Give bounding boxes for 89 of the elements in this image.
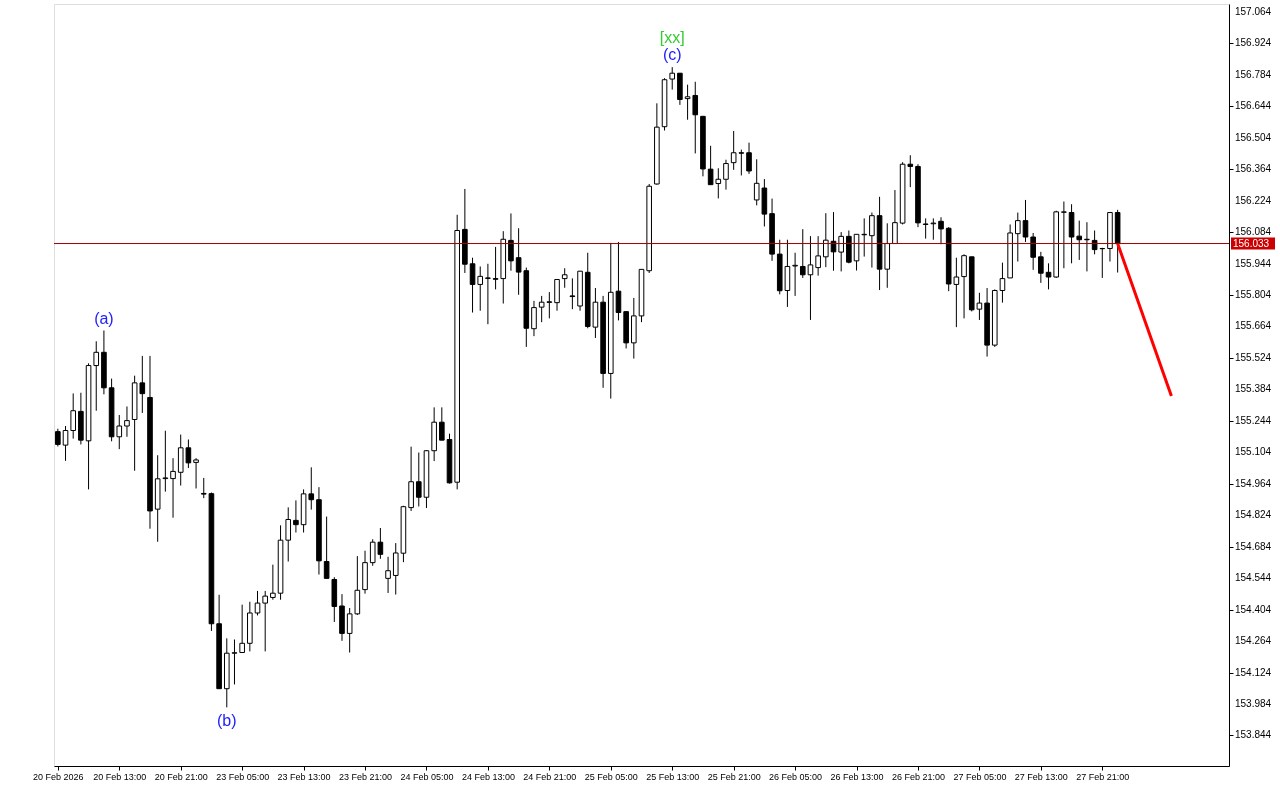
- candlestick: [469, 257, 476, 314]
- candlestick: [1061, 201, 1067, 269]
- candlestick: [838, 231, 844, 272]
- y-tick-label: 155.384: [1235, 383, 1272, 395]
- y-tick-label: 155.244: [1235, 414, 1272, 426]
- y-tick-label: 156.364: [1235, 163, 1272, 175]
- candlestick: [531, 300, 537, 337]
- candlestick: [485, 263, 491, 325]
- candlestick: [892, 189, 898, 245]
- candlestick: [439, 406, 445, 441]
- candlestick: [415, 452, 422, 507]
- x-tick-label: 20 Feb 13:00: [93, 771, 147, 782]
- y-tick-label: 154.404: [1235, 603, 1272, 615]
- x-tick-label: 27 Feb 05:00: [953, 771, 1007, 782]
- candlestick: [293, 499, 299, 534]
- candlestick: [1045, 262, 1052, 290]
- x-tick-label: 24 Feb 21:00: [523, 771, 577, 782]
- candlestick: [569, 277, 576, 310]
- x-tick-label: 26 Feb 05:00: [769, 771, 823, 782]
- candlestick: [792, 252, 798, 297]
- x-tick-label: 20 Feb 21:00: [154, 771, 208, 782]
- x-tick-label: 23 Feb 21:00: [339, 771, 393, 782]
- candlestick: [477, 265, 484, 312]
- candlestick: [823, 212, 829, 268]
- candlestick: [231, 638, 238, 685]
- candlestick: [746, 142, 752, 175]
- x-tick-label: 23 Feb 05:00: [216, 771, 270, 782]
- candlestick: [561, 267, 568, 289]
- candlestick: [869, 212, 875, 269]
- annotation: (a): [94, 309, 114, 327]
- y-tick-label: 155.104: [1235, 446, 1272, 458]
- candlestick: [385, 556, 391, 594]
- candlestick: [669, 66, 676, 91]
- candlestick: [239, 604, 245, 654]
- candlestick: [554, 279, 560, 312]
- x-tick-label: 27 Feb 21:00: [1076, 771, 1130, 782]
- y-tick-label: 155.664: [1235, 320, 1272, 332]
- y-tick-label: 153.844: [1235, 729, 1272, 741]
- candlestick: [1022, 199, 1029, 243]
- candlestick: [807, 235, 814, 321]
- candlestick: [961, 253, 967, 319]
- candlestick: [1038, 251, 1044, 284]
- candlestick: [799, 228, 806, 279]
- candlestick: [323, 516, 330, 579]
- x-tick-label: 23 Feb 13:00: [277, 771, 331, 782]
- candlestick: [62, 425, 69, 462]
- y-tick-label: 154.964: [1235, 477, 1272, 489]
- y-tick-label: 155.944: [1235, 257, 1272, 269]
- y-tick-label: 156.084: [1235, 226, 1272, 238]
- x-tick-label: 26 Feb 13:00: [830, 771, 884, 782]
- candlestick: [170, 457, 176, 519]
- y-tick-label: 154.544: [1235, 572, 1272, 584]
- candlestick: [270, 564, 276, 601]
- x-tick-label: 20 Feb 2026: [33, 771, 84, 782]
- y-tick-label: 154.684: [1235, 540, 1272, 552]
- candlestick: [193, 457, 199, 489]
- y-tick-label: 156.644: [1235, 100, 1272, 112]
- y-tick-label: 157.064: [1235, 5, 1272, 17]
- y-tick-label: 155.804: [1235, 289, 1272, 300]
- candlestick: [1030, 232, 1036, 271]
- candlestick: [124, 405, 130, 438]
- x-tick-label: 24 Feb 13:00: [461, 771, 515, 782]
- x-tick-label: 27 Feb 13:00: [1014, 771, 1068, 782]
- annotation: (b): [217, 712, 237, 730]
- annotation: (c): [662, 46, 682, 64]
- candlestick: [70, 392, 76, 440]
- y-tick-label: 154.824: [1235, 509, 1272, 521]
- y-tick-label: 153.984: [1235, 697, 1272, 709]
- x-tick-label: 25 Feb 13:00: [646, 771, 700, 782]
- y-tick-label: 155.524: [1235, 351, 1272, 363]
- ref-line-label: 156.033: [1233, 237, 1270, 249]
- y-tick-label: 156.504: [1235, 131, 1272, 143]
- y-tick-label: 154.124: [1235, 666, 1272, 678]
- x-tick-label: 25 Feb 05:00: [584, 771, 638, 782]
- y-tick-label: 156.224: [1235, 194, 1272, 206]
- annotation: [xx]: [659, 29, 685, 47]
- x-tick-label: 26 Feb 21:00: [891, 771, 945, 782]
- y-tick-label: 156.784: [1235, 68, 1272, 80]
- x-tick-label: 25 Feb 21:00: [707, 771, 761, 782]
- candlestick: [1015, 212, 1021, 263]
- candlestick: [938, 216, 944, 245]
- x-tick-label: 24 Feb 05:00: [400, 771, 454, 782]
- candlestick: [815, 235, 821, 277]
- y-tick-label: 156.924: [1235, 37, 1272, 49]
- y-tick-label: 154.264: [1235, 635, 1272, 647]
- candlestick: [723, 159, 729, 191]
- candlestick: [262, 590, 268, 652]
- candlestick: [508, 212, 514, 272]
- candlestick: [254, 590, 261, 616]
